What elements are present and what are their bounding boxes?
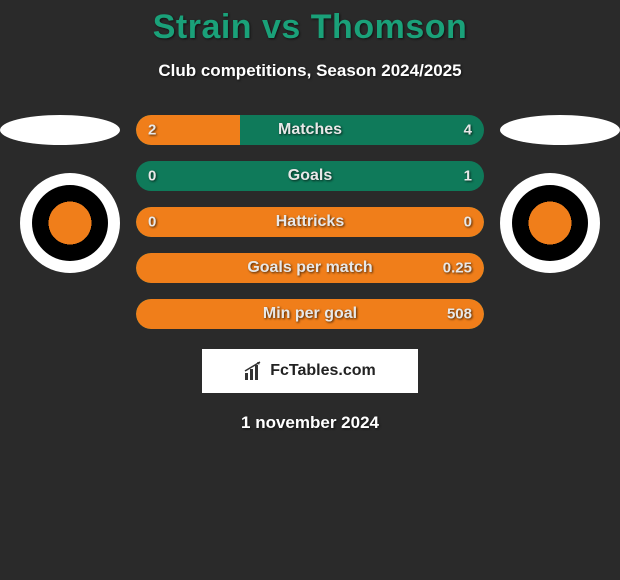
- stat-value-right: 0.25: [443, 260, 472, 277]
- stat-bars: 2 Matches 4 0 Goals 1 0 Hattricks 0 Goal…: [136, 115, 484, 345]
- stat-label: Hattricks: [136, 213, 484, 231]
- club-badge-inner-left: [32, 185, 108, 261]
- stat-label: Goals: [136, 167, 484, 185]
- stat-value-right: 4: [464, 122, 472, 139]
- player-flag-left: [0, 115, 120, 145]
- stat-label: Goals per match: [136, 259, 484, 277]
- club-badge-inner-right: [512, 185, 588, 261]
- stat-label: Matches: [136, 121, 484, 139]
- stat-row-goals-per-match: Goals per match 0.25: [136, 253, 484, 283]
- stat-row-min-per-goal: Min per goal 508: [136, 299, 484, 329]
- club-badge-right: [500, 173, 600, 273]
- brand-box[interactable]: FcTables.com: [202, 349, 418, 393]
- stat-value-right: 508: [447, 306, 472, 323]
- brand-text: FcTables.com: [270, 362, 376, 380]
- stat-value-right: 1: [464, 168, 472, 185]
- footer-date: 1 november 2024: [0, 413, 620, 433]
- stat-value-right: 0: [464, 214, 472, 231]
- page-title: Strain vs Thomson: [0, 8, 620, 47]
- stat-row-hattricks: 0 Hattricks 0: [136, 207, 484, 237]
- player-flag-right: [500, 115, 620, 145]
- bar-chart-icon: [244, 361, 264, 381]
- stat-row-matches: 2 Matches 4: [136, 115, 484, 145]
- club-badge-left: [20, 173, 120, 273]
- page-subtitle: Club competitions, Season 2024/2025: [0, 61, 620, 81]
- stats-area: 2 Matches 4 0 Goals 1 0 Hattricks 0 Goal…: [0, 115, 620, 335]
- stat-row-goals: 0 Goals 1: [136, 161, 484, 191]
- root: Strain vs Thomson Club competitions, Sea…: [0, 0, 620, 433]
- stat-label: Min per goal: [136, 305, 484, 323]
